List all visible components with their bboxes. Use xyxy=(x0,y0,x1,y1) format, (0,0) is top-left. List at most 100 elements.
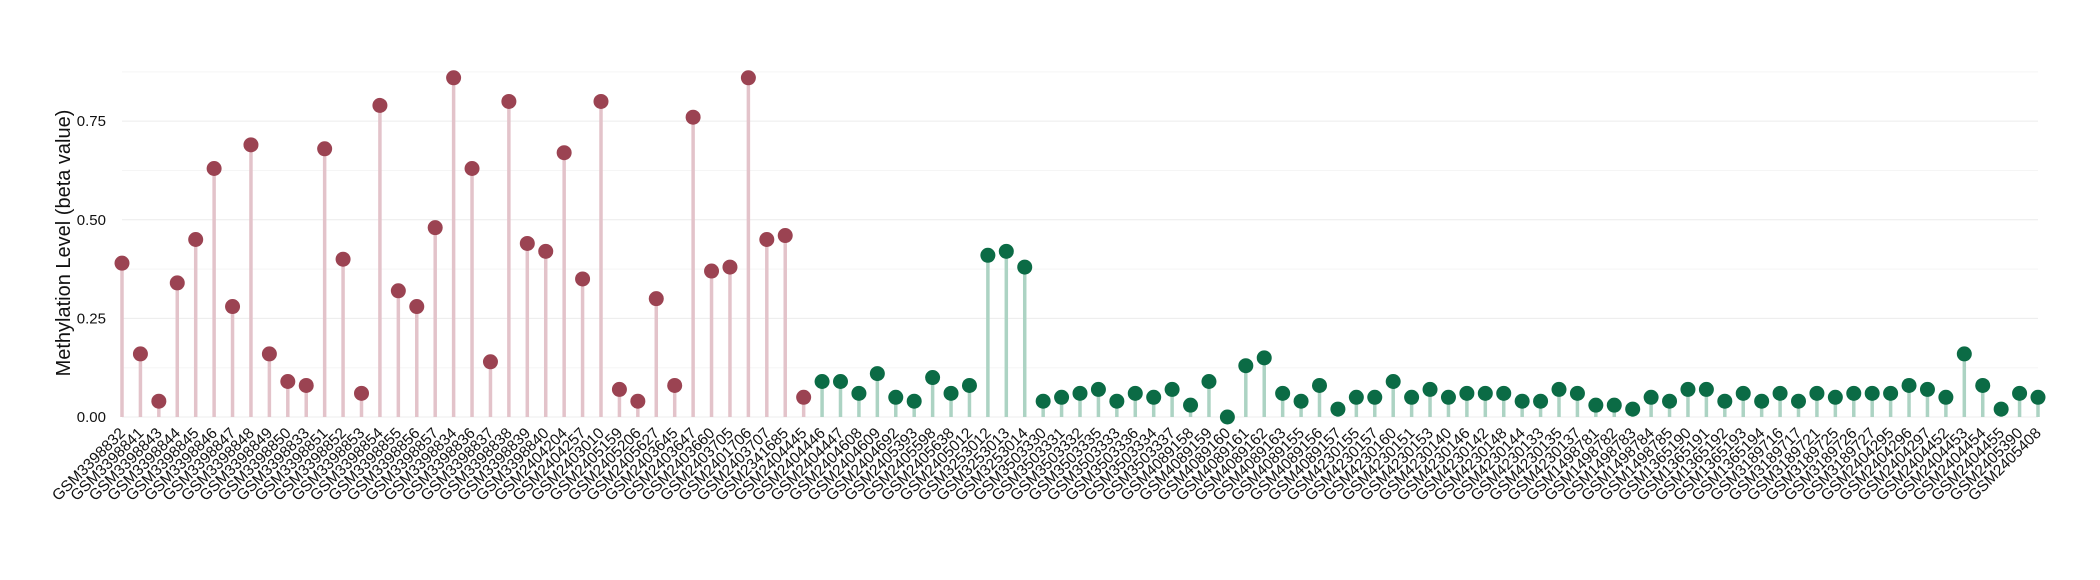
data-point xyxy=(2012,385,2028,401)
data-point xyxy=(925,370,941,386)
data-point xyxy=(1717,393,1733,409)
data-point xyxy=(814,374,830,389)
data-point xyxy=(1956,346,1972,362)
data-point xyxy=(740,70,756,86)
data-point xyxy=(1919,381,1935,397)
data-point xyxy=(1238,358,1254,374)
y-tick-label: 0.50 xyxy=(77,212,106,229)
data-point xyxy=(188,232,204,247)
data-point xyxy=(777,228,793,244)
data-point xyxy=(317,141,333,157)
data-point xyxy=(1146,389,1162,405)
data-point xyxy=(1588,397,1604,413)
data-point xyxy=(851,385,867,401)
data-point xyxy=(1312,377,1327,393)
data-point xyxy=(519,235,535,251)
data-point xyxy=(1883,385,1899,401)
data-point xyxy=(556,145,572,161)
data-point xyxy=(1809,385,1825,401)
data-point xyxy=(2030,389,2046,405)
data-point xyxy=(354,385,369,401)
data-point xyxy=(1330,401,1346,417)
data-point xyxy=(372,97,388,113)
data-point xyxy=(1698,381,1714,397)
data-point xyxy=(1864,385,1880,401)
data-point xyxy=(1164,381,1180,397)
data-point xyxy=(538,243,554,259)
data-point xyxy=(1846,385,1862,401)
data-point xyxy=(114,255,130,271)
data-point xyxy=(648,291,664,307)
data-point xyxy=(390,283,406,299)
data-point xyxy=(1219,409,1235,425)
data-point xyxy=(685,109,701,125)
data-point xyxy=(906,393,922,409)
data-point xyxy=(759,232,775,247)
data-point xyxy=(1367,389,1383,405)
data-point xyxy=(611,381,627,397)
data-point xyxy=(1127,385,1143,401)
data-point xyxy=(1385,374,1401,389)
data-point xyxy=(1514,393,1530,409)
data-point xyxy=(1754,393,1770,409)
data-point xyxy=(630,393,646,409)
data-point xyxy=(1993,401,2009,417)
y-axis-title: Methylation Level (beta value) xyxy=(53,110,75,377)
data-point xyxy=(833,374,848,389)
data-point xyxy=(888,389,904,405)
data-point xyxy=(1735,385,1751,401)
data-point xyxy=(593,93,609,109)
data-point xyxy=(501,93,517,109)
data-point xyxy=(225,299,241,315)
data-point xyxy=(1975,377,1991,393)
data-point xyxy=(482,354,498,370)
data-point xyxy=(1275,385,1291,401)
data-point xyxy=(1256,350,1272,366)
data-point xyxy=(1496,385,1512,401)
data-point xyxy=(169,275,185,291)
data-point xyxy=(132,346,148,362)
y-axis-ticks: 0.00 0.25 0.50 0.75 xyxy=(77,113,106,426)
data-point xyxy=(298,377,314,393)
data-point xyxy=(1477,385,1493,401)
data-point xyxy=(1533,393,1549,409)
y-tick-label: 0.75 xyxy=(77,113,106,130)
data-point xyxy=(1054,389,1070,405)
data-point xyxy=(1772,385,1788,401)
data-point xyxy=(869,366,885,382)
data-point xyxy=(1090,381,1106,397)
data-point xyxy=(1680,381,1696,397)
data-point xyxy=(1827,389,1843,405)
data-point xyxy=(1293,393,1309,409)
data-point xyxy=(943,385,959,401)
data-point xyxy=(1901,377,1917,393)
data-point xyxy=(1662,393,1678,409)
data-point xyxy=(280,374,296,389)
data-point xyxy=(1459,385,1475,401)
data-point xyxy=(1625,401,1641,417)
data-point xyxy=(1035,393,1051,409)
grid-lines xyxy=(122,71,2038,418)
data-point xyxy=(243,137,259,153)
data-point xyxy=(722,259,738,275)
data-point xyxy=(1404,389,1420,405)
data-point xyxy=(1440,389,1456,405)
data-point xyxy=(667,377,683,393)
data-point xyxy=(1643,389,1659,405)
data-point xyxy=(1606,397,1622,413)
data-point xyxy=(409,299,425,315)
data-point xyxy=(1109,393,1125,409)
data-point xyxy=(796,389,812,405)
data-point xyxy=(335,251,351,267)
data-point xyxy=(1183,397,1199,413)
data-point xyxy=(1569,385,1585,401)
data-point xyxy=(446,70,462,86)
data-point xyxy=(704,263,720,279)
points xyxy=(114,70,2046,425)
data-point xyxy=(427,220,443,236)
data-point xyxy=(1422,381,1438,397)
data-point xyxy=(998,243,1014,259)
data-point xyxy=(1201,374,1217,389)
data-point xyxy=(464,161,480,176)
